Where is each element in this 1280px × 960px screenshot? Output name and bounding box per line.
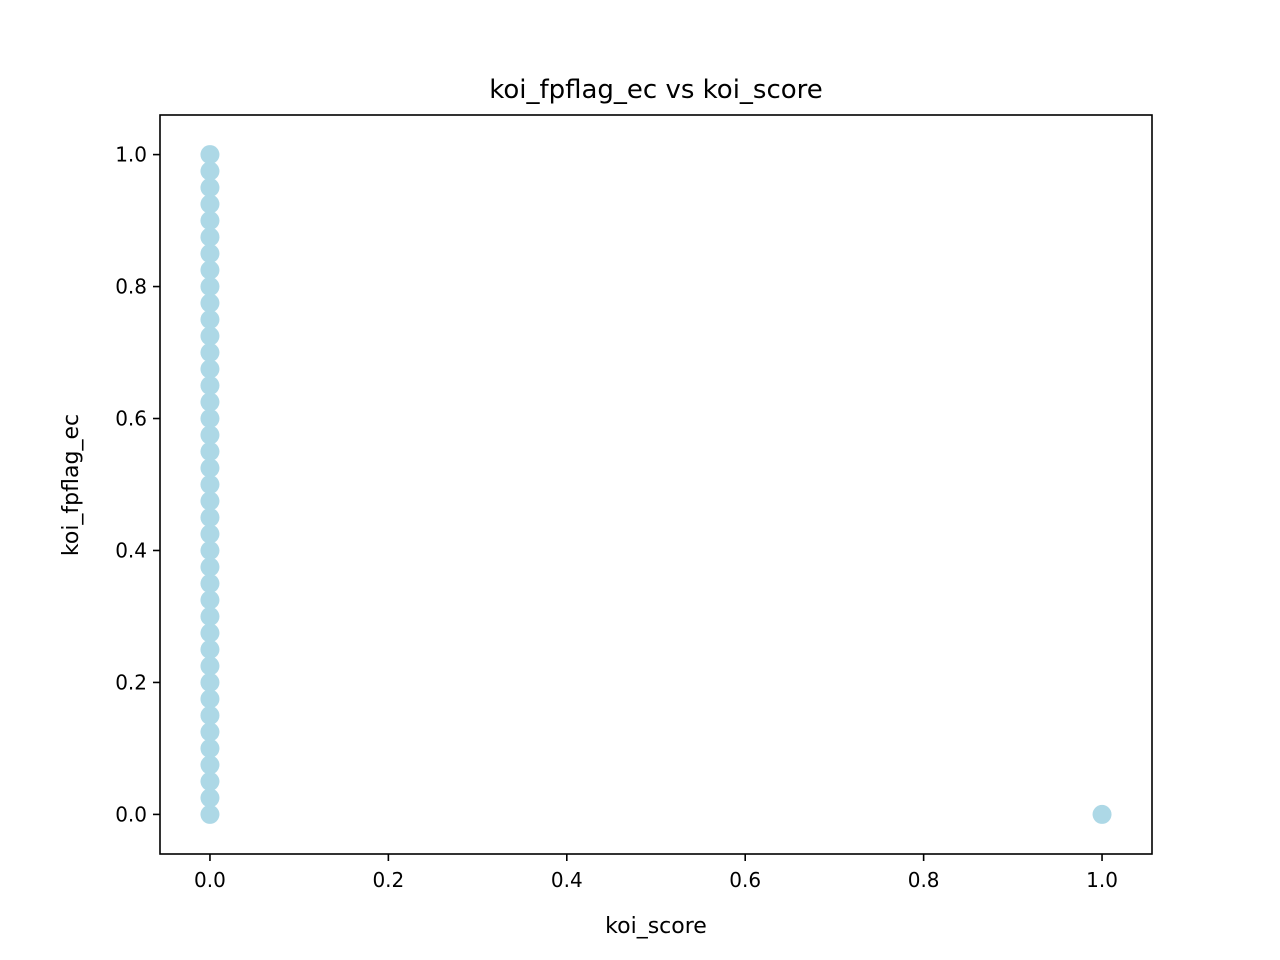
y-axis-label: koi_fpflag_ec (59, 414, 84, 556)
data-point (200, 161, 220, 181)
y-tick-label: 0.2 (115, 670, 147, 694)
data-point (200, 656, 220, 676)
data-point (200, 524, 220, 544)
data-point (200, 639, 220, 659)
data-point (200, 326, 220, 346)
x-tick-label: 0.4 (551, 868, 583, 892)
data-point (200, 606, 220, 626)
data-point (200, 409, 220, 429)
data-point (200, 788, 220, 808)
data-point (200, 425, 220, 445)
y-tick-label: 0.6 (115, 407, 147, 431)
data-point (200, 359, 220, 379)
plot-frame (159, 114, 1153, 855)
data-point (200, 376, 220, 396)
chart-title: koi_fpflag_ec vs koi_score (489, 75, 823, 105)
data-point (200, 623, 220, 643)
data-point (1092, 804, 1112, 824)
x-axis-label: koi_score (605, 914, 707, 939)
x-tick-label: 0.0 (194, 868, 226, 892)
data-point (200, 343, 220, 363)
y-tick-label: 0.8 (115, 275, 147, 299)
y-tick-label: 0.4 (115, 538, 147, 562)
data-point (200, 178, 220, 198)
data-point (200, 458, 220, 478)
data-point (200, 540, 220, 560)
data-point (200, 211, 220, 231)
data-point (200, 573, 220, 593)
data-point (200, 507, 220, 527)
y-tick-label: 0.0 (115, 802, 147, 826)
data-point (200, 392, 220, 412)
data-point (200, 145, 220, 165)
x-tick-label: 0.8 (908, 868, 940, 892)
data-point (200, 244, 220, 264)
data-point (200, 260, 220, 280)
x-tick-label: 0.6 (729, 868, 761, 892)
data-point (200, 293, 220, 313)
data-point (200, 771, 220, 791)
data-point (200, 738, 220, 758)
data-point (200, 310, 220, 330)
data-point (200, 442, 220, 462)
data-point (200, 755, 220, 775)
data-point (200, 705, 220, 725)
x-tick-label: 0.2 (372, 868, 404, 892)
data-points (200, 145, 1112, 824)
x-tick-label: 1.0 (1086, 868, 1118, 892)
data-point (200, 722, 220, 742)
y-tick-label: 1.0 (115, 143, 147, 167)
x-axis-ticks: 0.0 0.2 0.4 0.6 0.8 1.0 (194, 854, 1118, 892)
data-point (200, 590, 220, 610)
data-point (200, 491, 220, 511)
data-point (200, 557, 220, 577)
data-point (200, 194, 220, 214)
data-point (200, 689, 220, 709)
data-point (200, 277, 220, 297)
data-point (200, 475, 220, 494)
data-point (200, 804, 220, 824)
y-axis-ticks: 0.0 0.2 0.4 0.6 0.8 1.0 (115, 143, 160, 826)
data-point (200, 672, 220, 692)
data-point (200, 227, 220, 247)
